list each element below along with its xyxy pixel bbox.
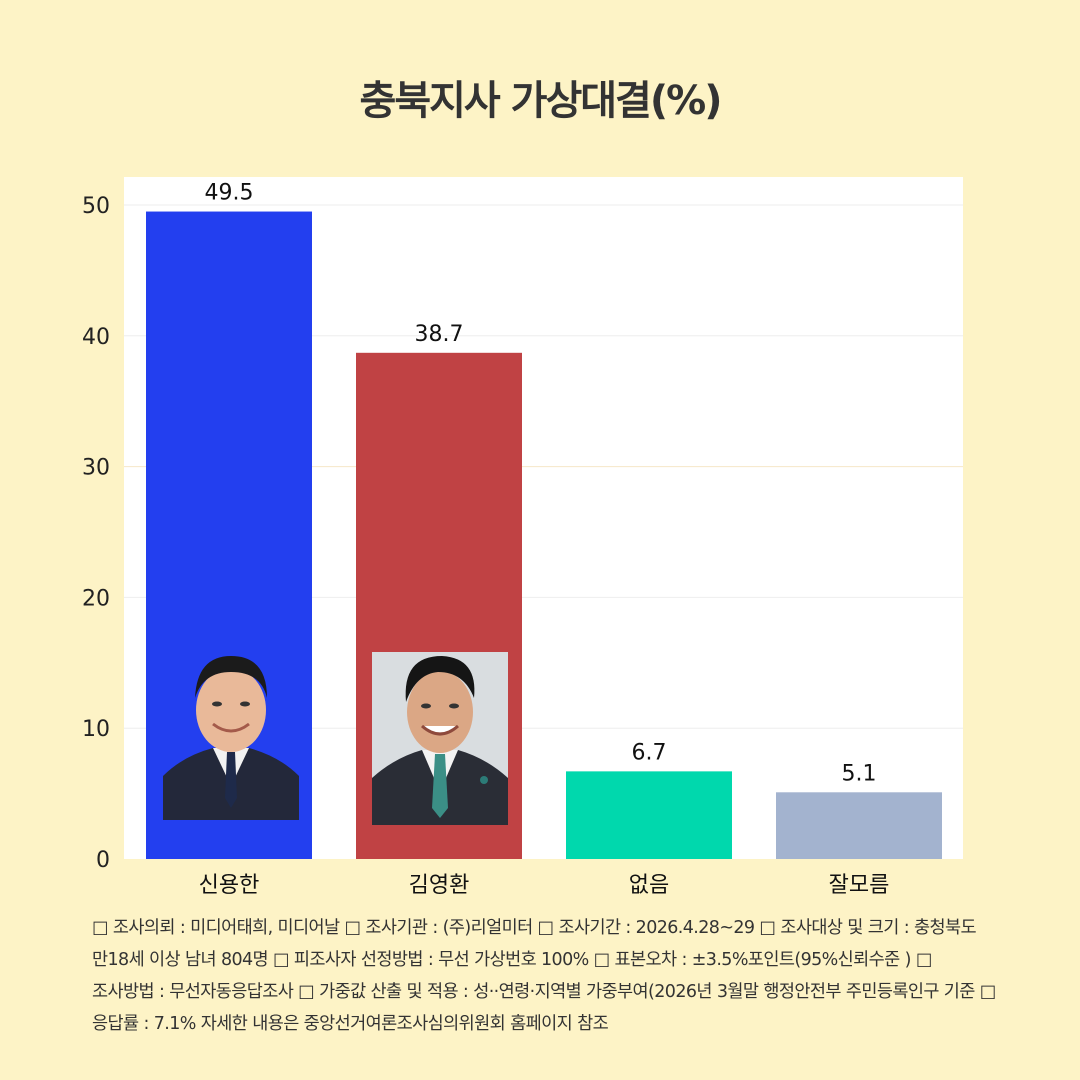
candidate-portrait-icon [372, 652, 508, 825]
candidate-photo-2 [372, 652, 508, 825]
bar-value-label: 49.5 [205, 181, 254, 206]
bar-3 [566, 771, 732, 859]
y-tick-label: 20 [82, 586, 110, 611]
bar-value-label: 38.7 [415, 322, 464, 347]
x-tick-label: 잘모름 [829, 873, 890, 898]
survey-footnote: □ 조사의뢰 : 미디어태희, 미디어날 □ 조사기관 : (주)리얼미터 □ … [92, 918, 996, 1034]
bar-value-label: 6.7 [632, 740, 667, 765]
x-tick-label: 없음 [629, 873, 669, 898]
x-axis-ticks: 신용한 김영환 없음 잘모름 [199, 873, 890, 898]
candidate-photo-1 [163, 648, 299, 820]
y-tick-label: 30 [82, 456, 110, 481]
y-tick-label: 10 [82, 717, 110, 742]
chart-title: 충북지사 가상대결(%) [359, 78, 723, 124]
x-tick-label: 김영환 [409, 873, 470, 898]
bar-value-label: 5.1 [842, 761, 877, 786]
y-tick-label: 0 [96, 848, 110, 873]
value-labels: 49.5 38.7 6.7 5.1 [205, 181, 877, 787]
y-tick-label: 40 [82, 325, 110, 350]
bar-4 [776, 792, 942, 859]
candidate-portrait-icon [163, 648, 299, 820]
y-tick-label: 50 [82, 194, 110, 219]
y-axis-ticks: 0 10 20 30 40 50 [82, 194, 110, 873]
x-tick-label: 신용한 [199, 873, 260, 898]
